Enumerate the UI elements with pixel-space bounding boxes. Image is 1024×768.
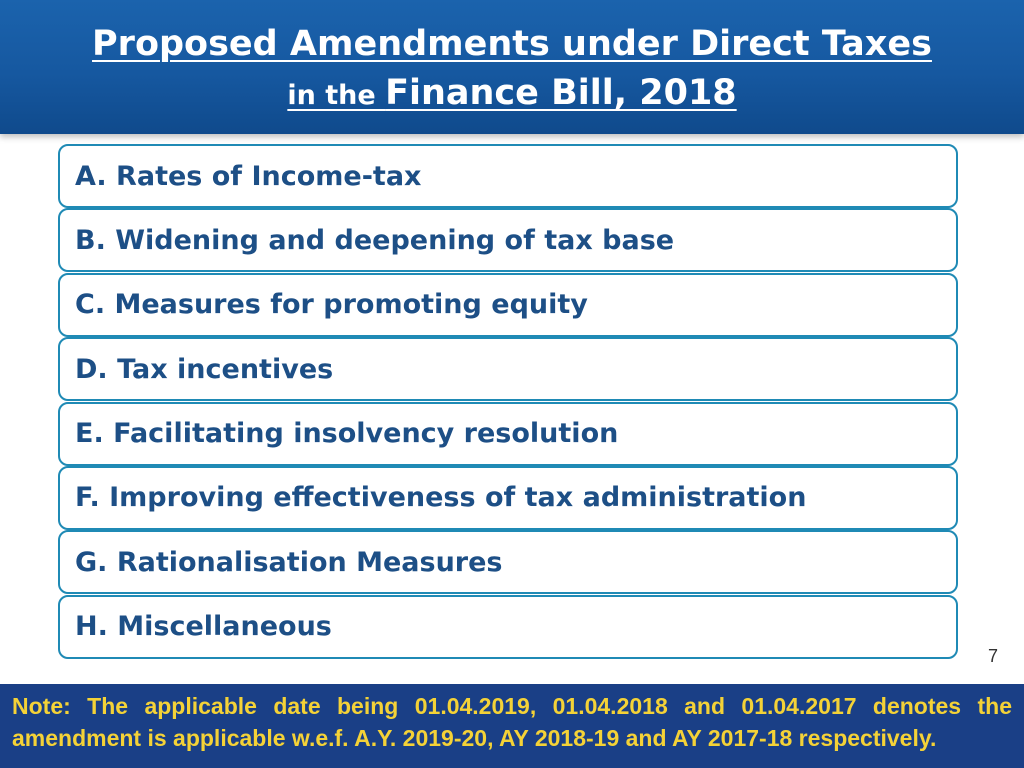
note-text: Note: The applicable date being 01.04.20… [12,693,1012,751]
note-banner: Note: The applicable date being 01.04.20… [0,684,1024,768]
page-title-line2: in the Finance Bill, 2018 [0,70,1024,122]
list-item-e: E. Facilitating insolvency resolution [58,401,958,466]
page-title-line2-main: Finance Bill, 2018 [385,73,737,113]
amendment-list: A. Rates of Income-tax B. Widening and d… [58,144,958,659]
page-title-line1: Proposed Amendments under Direct Taxes [0,22,1024,66]
page-title-line1-text: Proposed Amendments under Direct Taxes [92,24,932,64]
list-item-a: A. Rates of Income-tax [58,144,958,208]
list-item-c: C. Measures for promoting equity [58,272,958,337]
page-title-line2-prefix: in the [287,80,386,111]
list-item-f: F. Improving effectiveness of tax admini… [58,465,958,530]
list-item-h: H. Miscellaneous [58,594,958,659]
title-banner: Proposed Amendments under Direct Taxes i… [0,0,1024,134]
list-item-b: B. Widening and deepening of tax base [58,208,958,273]
list-item-d: D. Tax incentives [58,337,958,402]
page-number: 7 [987,646,998,666]
list-item-g: G. Rationalisation Measures [58,530,958,595]
